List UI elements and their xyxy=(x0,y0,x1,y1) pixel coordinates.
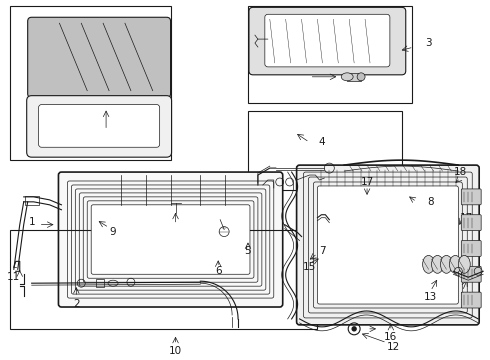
Text: 12: 12 xyxy=(387,342,400,352)
Text: 18: 18 xyxy=(454,167,467,177)
FancyBboxPatch shape xyxy=(461,240,481,256)
Text: 5: 5 xyxy=(245,247,251,256)
FancyBboxPatch shape xyxy=(461,266,481,282)
Bar xyxy=(248,6,412,103)
Text: 4: 4 xyxy=(318,137,325,147)
Text: 6: 6 xyxy=(215,266,221,276)
Ellipse shape xyxy=(449,255,461,273)
FancyBboxPatch shape xyxy=(461,189,481,205)
FancyBboxPatch shape xyxy=(91,205,250,274)
Bar xyxy=(10,230,318,329)
Bar xyxy=(347,73,361,81)
Text: 17: 17 xyxy=(361,177,374,187)
Bar xyxy=(96,279,104,287)
Text: 14: 14 xyxy=(460,292,473,302)
Bar xyxy=(24,196,39,205)
FancyBboxPatch shape xyxy=(26,96,172,157)
FancyBboxPatch shape xyxy=(461,215,481,231)
Text: 10: 10 xyxy=(169,346,182,356)
FancyBboxPatch shape xyxy=(318,186,458,304)
FancyBboxPatch shape xyxy=(39,105,160,147)
Ellipse shape xyxy=(422,255,435,273)
FancyBboxPatch shape xyxy=(296,165,479,325)
Text: 2: 2 xyxy=(73,299,79,309)
Text: 17: 17 xyxy=(460,213,473,223)
Bar xyxy=(10,6,171,160)
Text: 15: 15 xyxy=(303,262,316,272)
Polygon shape xyxy=(30,19,169,96)
Text: 8: 8 xyxy=(427,197,434,207)
Text: 13: 13 xyxy=(424,292,437,302)
Text: 3: 3 xyxy=(425,38,432,48)
Ellipse shape xyxy=(357,73,365,81)
Ellipse shape xyxy=(458,255,470,273)
Text: 7: 7 xyxy=(319,247,326,256)
Text: 9: 9 xyxy=(110,226,116,237)
Ellipse shape xyxy=(441,255,452,273)
Text: 1: 1 xyxy=(28,217,35,227)
FancyBboxPatch shape xyxy=(461,292,481,308)
Ellipse shape xyxy=(108,280,118,286)
FancyBboxPatch shape xyxy=(249,7,406,75)
FancyBboxPatch shape xyxy=(265,14,390,67)
FancyBboxPatch shape xyxy=(28,17,171,98)
Circle shape xyxy=(352,327,356,331)
Text: 11: 11 xyxy=(7,272,21,282)
Text: 16: 16 xyxy=(384,332,397,342)
Ellipse shape xyxy=(432,255,443,273)
FancyBboxPatch shape xyxy=(58,172,283,307)
Bar xyxy=(248,111,402,190)
Ellipse shape xyxy=(341,73,353,81)
